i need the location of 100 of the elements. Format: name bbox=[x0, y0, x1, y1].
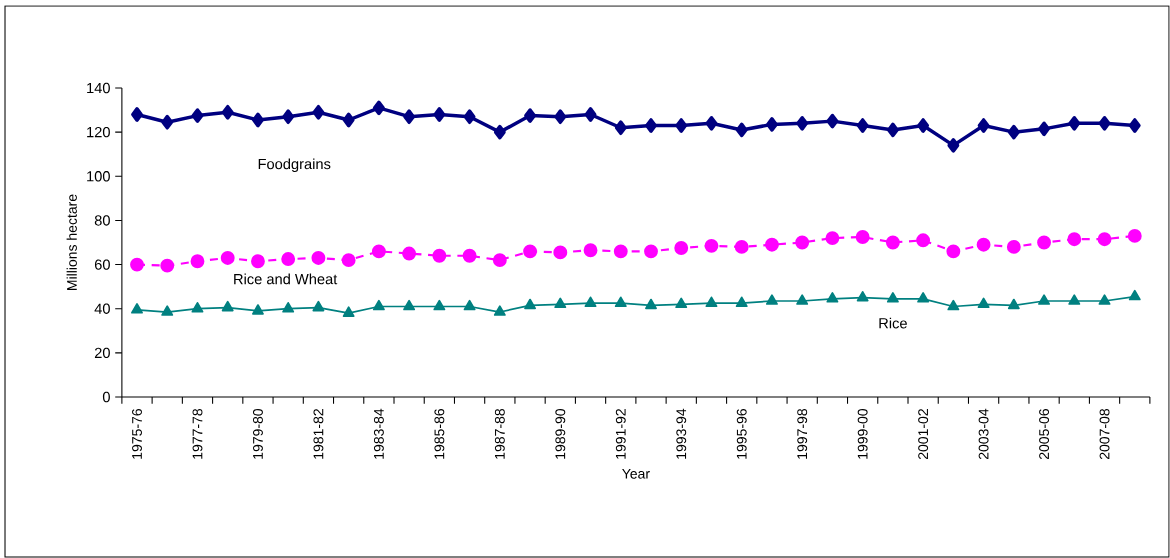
point bbox=[947, 299, 960, 311]
point bbox=[1128, 289, 1141, 301]
point bbox=[1068, 115, 1081, 131]
point bbox=[766, 117, 778, 132]
point bbox=[614, 120, 627, 136]
y-tick-label: 40 bbox=[94, 303, 110, 314]
point bbox=[282, 301, 295, 313]
point bbox=[492, 253, 507, 268]
point bbox=[644, 244, 658, 259]
point bbox=[825, 231, 840, 246]
point bbox=[402, 246, 417, 261]
point bbox=[553, 245, 568, 260]
point bbox=[765, 237, 779, 252]
point bbox=[765, 294, 778, 305]
text: Foodgrains bbox=[258, 158, 331, 173]
point bbox=[221, 104, 234, 120]
point bbox=[342, 306, 355, 317]
point bbox=[403, 299, 416, 311]
x-tick-label: 1977-78 bbox=[192, 409, 203, 459]
point bbox=[1007, 124, 1020, 140]
x-tick-label: 1975-76 bbox=[132, 409, 142, 459]
point bbox=[463, 299, 476, 311]
x-tick-label: 1979-80 bbox=[253, 408, 263, 459]
point bbox=[372, 100, 385, 116]
point bbox=[885, 235, 900, 250]
point bbox=[433, 107, 446, 122]
point bbox=[1067, 232, 1082, 247]
point bbox=[1038, 121, 1050, 137]
point bbox=[433, 299, 446, 311]
point bbox=[645, 298, 657, 310]
y-tick-label: 100 bbox=[87, 171, 110, 182]
point bbox=[705, 296, 718, 307]
point bbox=[886, 292, 899, 303]
point bbox=[735, 296, 748, 307]
x-tick-label: 1987-88 bbox=[494, 409, 505, 459]
point bbox=[977, 297, 990, 309]
x-tick-label: 1993-94 bbox=[676, 408, 687, 459]
point bbox=[645, 118, 657, 133]
point bbox=[251, 254, 265, 269]
x-tick-label: 2001-02 bbox=[918, 409, 929, 460]
point bbox=[191, 301, 204, 313]
series-label: Rice and Wheat bbox=[234, 273, 338, 285]
x-tick-label: 2003-04 bbox=[978, 408, 989, 460]
point bbox=[554, 109, 567, 125]
x-tick-label: 1985-86 bbox=[434, 409, 445, 459]
x-axis-title: Year bbox=[622, 468, 650, 479]
x-tick-label: 2007-08 bbox=[1099, 409, 1110, 460]
x-tick-label: 2005-06 bbox=[1039, 409, 1050, 460]
point bbox=[796, 115, 809, 131]
point bbox=[161, 114, 174, 130]
point bbox=[734, 239, 749, 254]
point bbox=[1128, 118, 1141, 133]
point bbox=[856, 290, 869, 302]
point bbox=[252, 112, 264, 128]
point bbox=[916, 233, 931, 248]
y-tick-label: 20 bbox=[94, 347, 110, 359]
point bbox=[312, 104, 325, 120]
point bbox=[220, 251, 235, 265]
point bbox=[463, 109, 476, 125]
point bbox=[493, 124, 506, 140]
x-tick-label: 1989-90 bbox=[555, 408, 566, 459]
point bbox=[190, 254, 205, 269]
point bbox=[554, 297, 567, 309]
point bbox=[886, 122, 899, 138]
point bbox=[282, 109, 295, 125]
point bbox=[191, 108, 204, 123]
point bbox=[1098, 115, 1111, 131]
x-tick-label: 1981-82 bbox=[313, 409, 324, 459]
point bbox=[131, 107, 143, 122]
point bbox=[584, 107, 597, 122]
point bbox=[1127, 228, 1142, 243]
x-tick-label: 1995-96 bbox=[736, 409, 747, 459]
point bbox=[311, 251, 326, 265]
y-axis-title: Millions hectare bbox=[66, 194, 77, 290]
point bbox=[523, 244, 537, 259]
y-tick-label: 60 bbox=[94, 259, 110, 270]
y-tick-label: 140 bbox=[87, 82, 110, 94]
y-tick-label: 80 bbox=[94, 215, 110, 226]
point bbox=[947, 138, 960, 153]
point bbox=[855, 230, 870, 244]
point bbox=[1098, 294, 1111, 305]
point bbox=[403, 109, 416, 125]
point bbox=[1038, 294, 1051, 305]
point bbox=[614, 296, 627, 307]
point bbox=[826, 292, 839, 303]
point bbox=[1097, 232, 1112, 247]
point bbox=[976, 237, 991, 252]
point bbox=[1007, 298, 1020, 310]
point bbox=[674, 241, 689, 255]
point bbox=[675, 297, 688, 309]
point bbox=[493, 305, 506, 316]
point bbox=[341, 253, 356, 268]
y-tick-label: 0 bbox=[102, 391, 110, 403]
point bbox=[252, 304, 264, 315]
x-tick-label: 1991-92 bbox=[615, 409, 626, 459]
point bbox=[704, 238, 719, 253]
point bbox=[342, 112, 355, 128]
point bbox=[977, 118, 990, 133]
point bbox=[826, 113, 839, 129]
point bbox=[462, 248, 477, 263]
